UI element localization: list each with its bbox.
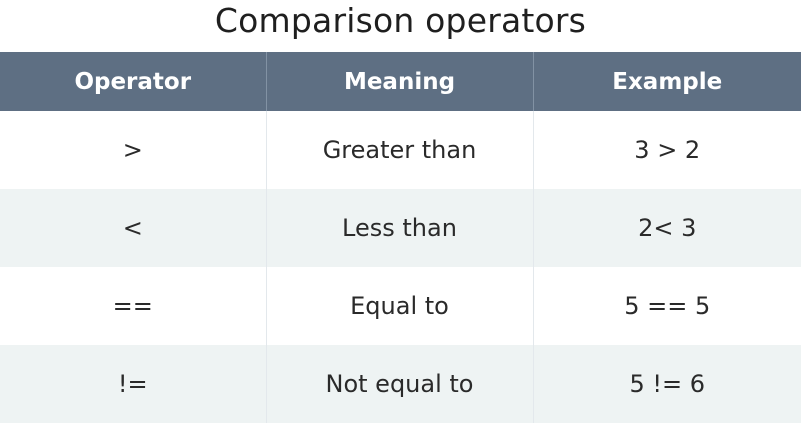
table-row: != Not equal to 5 != 6: [0, 345, 801, 423]
table-row: == Equal to 5 == 5: [0, 267, 801, 345]
meaning-cell: Equal to: [266, 267, 534, 345]
example-cell: 5 == 5: [533, 267, 801, 345]
meaning-cell: Not equal to: [266, 345, 534, 423]
example-cell: 3 > 2: [533, 111, 801, 189]
table-row: > Greater than 3 > 2: [0, 111, 801, 189]
comparison-operators-table: Operator Meaning Example > Greater than …: [0, 52, 801, 423]
table-header-row: Operator Meaning Example: [0, 52, 801, 111]
example-cell: 5 != 6: [533, 345, 801, 423]
operator-cell: >: [0, 111, 267, 189]
table-row: < Less than 2< 3: [0, 189, 801, 267]
page-title: Comparison operators: [214, 1, 587, 40]
meaning-cell: Less than: [266, 189, 534, 267]
example-cell: 2< 3: [533, 189, 801, 267]
header-meaning: Meaning: [266, 52, 534, 111]
header-example: Example: [533, 52, 801, 111]
operator-cell: <: [0, 189, 267, 267]
operator-cell: ==: [0, 267, 267, 345]
operator-cell: !=: [0, 345, 267, 423]
meaning-cell: Greater than: [266, 111, 534, 189]
header-operator: Operator: [0, 52, 267, 111]
